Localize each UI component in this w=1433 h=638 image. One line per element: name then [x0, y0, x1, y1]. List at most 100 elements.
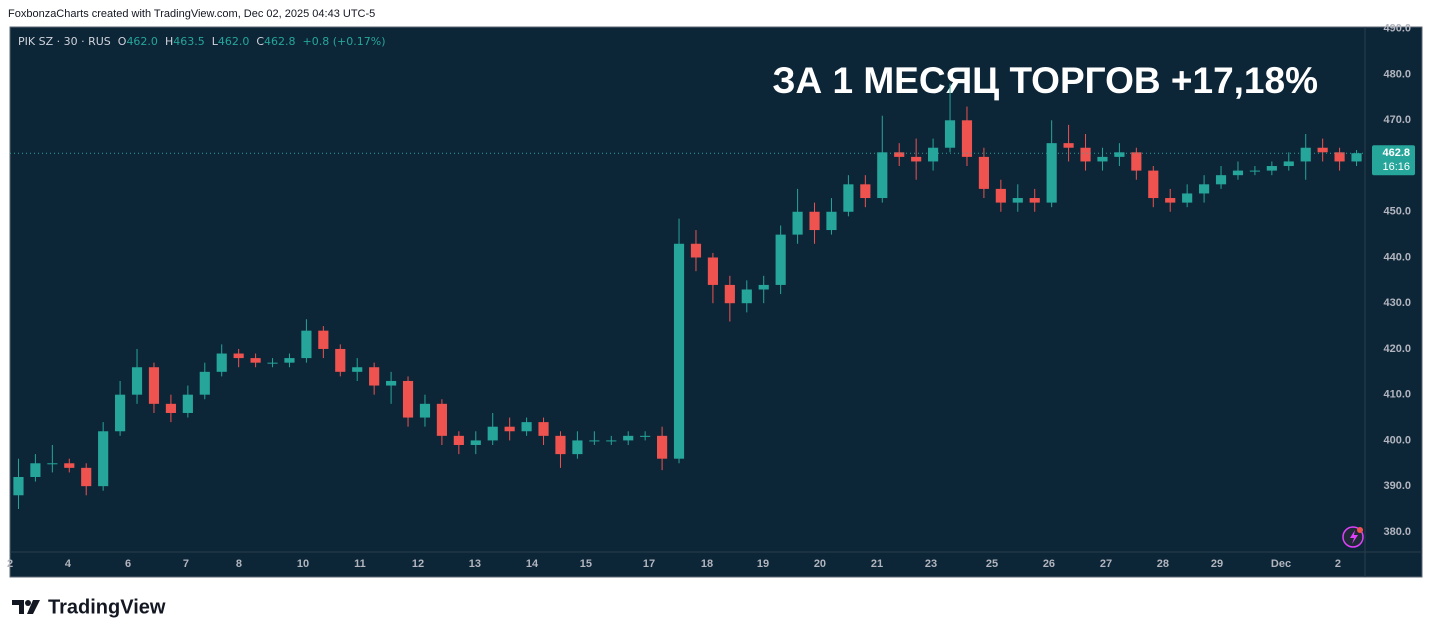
- candle-body: [1199, 184, 1210, 194]
- candle-body: [233, 353, 244, 359]
- candle-body: [301, 330, 312, 359]
- candle-body: [1029, 198, 1040, 203]
- x-tick-label: 12: [412, 558, 424, 570]
- candle-body: [1283, 161, 1294, 167]
- x-tick-label: 11: [354, 558, 366, 570]
- candle-body: [386, 380, 397, 386]
- candle-body: [1249, 170, 1260, 172]
- candle-body: [1131, 152, 1142, 171]
- candle-body: [894, 152, 905, 157]
- y-tick-label: 400.0: [1383, 434, 1411, 446]
- o-label: O: [117, 35, 127, 48]
- y-tick-label: 490.0: [1383, 23, 1411, 35]
- candle-body: [30, 463, 41, 477]
- candle-body: [944, 120, 956, 148]
- y-tick-label: 410.0: [1383, 389, 1411, 401]
- candle-body: [1334, 152, 1345, 162]
- c-label: C: [256, 35, 265, 48]
- candle-body: [1215, 175, 1227, 185]
- x-tick-label: 13: [469, 558, 481, 570]
- header: FoxbonzaCharts created with TradingView.…: [8, 8, 375, 20]
- candle-body: [978, 156, 989, 189]
- annotation: ЗА 1 МЕСЯЦ ТОРГОВ +17,18%: [772, 60, 1318, 101]
- candle-body: [657, 435, 668, 459]
- candle-body: [877, 152, 888, 199]
- candle-body: [843, 184, 854, 212]
- x-tick-label: 2: [7, 558, 13, 570]
- legend: PIK SZ · 30 · RUS O462.0 H463.5 L462.0 C…: [18, 35, 386, 48]
- x-tick-label: 15: [580, 558, 592, 570]
- c-value: 462.8: [264, 35, 296, 48]
- candle-body: [64, 463, 75, 468]
- h-label: H: [164, 35, 174, 48]
- candle-body: [724, 284, 735, 304]
- candle-body: [216, 353, 227, 372]
- candle-body: [1182, 193, 1193, 203]
- candle-body: [419, 403, 431, 418]
- candle-body: [148, 367, 160, 404]
- x-tick-label: Dec: [1271, 558, 1291, 570]
- candle-body: [1114, 152, 1125, 157]
- y-tick-label: 420.0: [1383, 343, 1411, 355]
- x-tick-label: 28: [1157, 558, 1169, 570]
- candle-body: [369, 367, 380, 386]
- candle-body: [707, 257, 718, 285]
- x-tick-label: 20: [814, 558, 826, 570]
- candle-body: [318, 330, 329, 349]
- countdown-label: 16:16: [1382, 161, 1410, 173]
- x-tick-label: 10: [297, 558, 309, 570]
- candle-body: [1148, 170, 1159, 199]
- candle-body: [1232, 170, 1244, 176]
- y-tick-label: 470.0: [1383, 114, 1411, 126]
- candle-body: [470, 440, 481, 445]
- change: +0.8 (+0.17%): [302, 35, 386, 48]
- candle-body: [961, 120, 973, 157]
- x-tick-label: 26: [1043, 558, 1055, 570]
- candle-body: [165, 403, 176, 413]
- candle-body: [453, 435, 464, 445]
- l-value: 462.0: [217, 35, 250, 48]
- y-tick-label: 390.0: [1383, 480, 1411, 492]
- x-tick-label: 18: [701, 558, 713, 570]
- symbol: PIK SZ · 30 · RUS: [18, 35, 111, 48]
- candle-body: [250, 358, 261, 363]
- x-tick-label: 21: [871, 558, 883, 570]
- candle-body: [1266, 166, 1277, 171]
- candle-body: [131, 367, 143, 395]
- x-tick-label: 4: [65, 558, 72, 570]
- candle-body: [928, 147, 939, 162]
- x-tick-label: 2: [1335, 558, 1341, 570]
- candle-body: [538, 422, 549, 436]
- candle-body: [1317, 147, 1328, 153]
- candle-body: [352, 367, 363, 372]
- h-value: 463.5: [173, 35, 205, 48]
- x-tick-label: 6: [125, 558, 131, 570]
- x-tick-label: 23: [925, 558, 937, 570]
- candle-body: [98, 431, 109, 487]
- x-tick-label: 29: [1211, 558, 1223, 570]
- candle-body: [911, 156, 922, 162]
- candle-body: [1165, 198, 1176, 203]
- candle-body: [860, 184, 871, 199]
- candle-body: [487, 426, 498, 441]
- y-tick-label: 440.0: [1383, 251, 1411, 263]
- candle-body: [267, 362, 278, 364]
- footer-brand: TradingView: [48, 596, 166, 618]
- x-tick-label: 8: [236, 558, 242, 570]
- candle-body: [673, 243, 685, 459]
- candle-body: [81, 467, 92, 487]
- candle-body: [335, 348, 346, 372]
- y-tick-label: 380.0: [1383, 526, 1411, 538]
- y-tick-label: 450.0: [1383, 206, 1411, 218]
- last-price-box: [1372, 145, 1415, 176]
- candle-body: [1351, 153, 1362, 162]
- candle-body: [1300, 147, 1311, 162]
- l-label: L: [211, 35, 218, 48]
- candle-body: [555, 435, 566, 455]
- last-price-label: 462.8: [1382, 147, 1410, 159]
- candle-body: [504, 426, 515, 432]
- candle-body: [572, 440, 583, 455]
